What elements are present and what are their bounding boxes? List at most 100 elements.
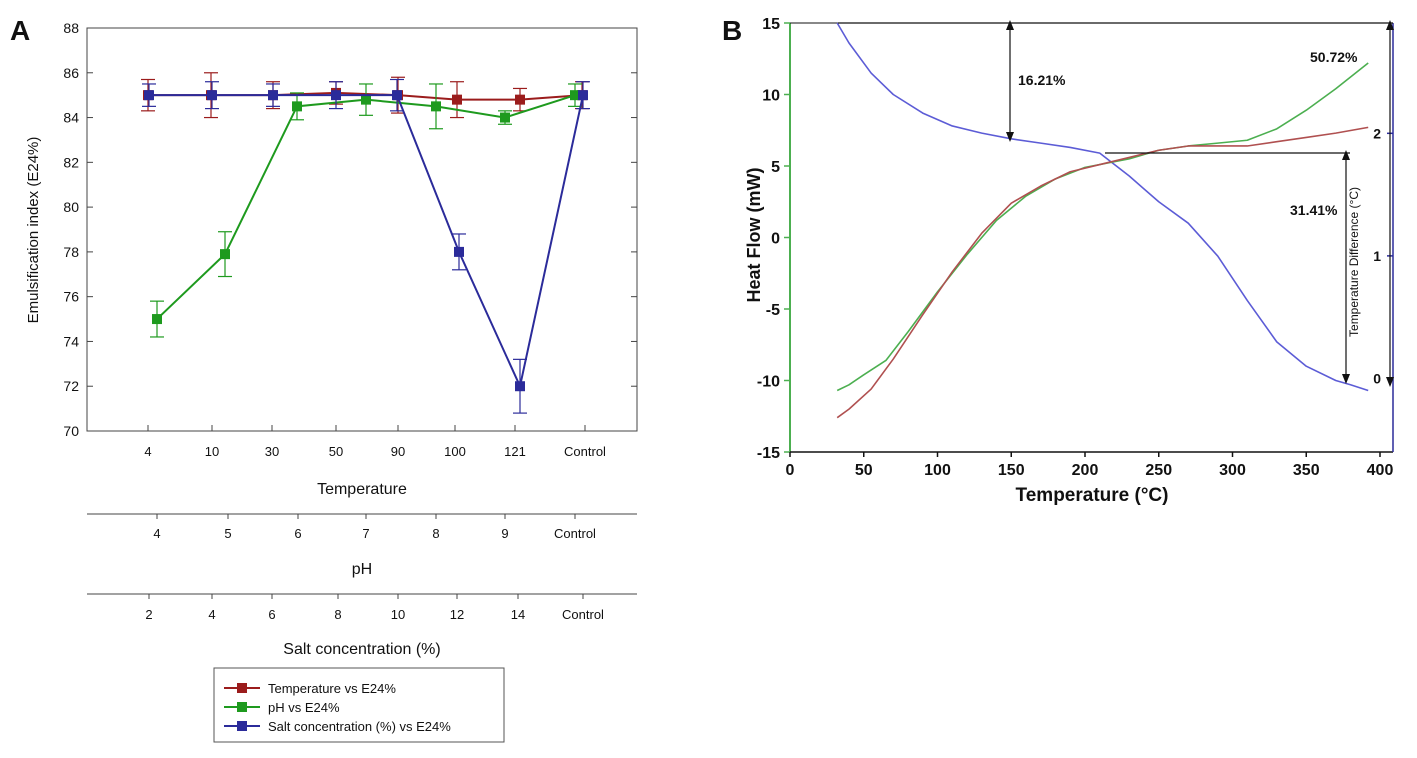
y-tick-label-a: 78	[63, 244, 79, 260]
y-tick-label-b: -15	[757, 445, 780, 462]
y-tick-label-a: 70	[63, 423, 79, 439]
legend-marker	[237, 683, 247, 693]
y-tick-label-b: 0	[771, 231, 780, 248]
x-tick-label-b: 400	[1367, 462, 1394, 479]
legend-label: Temperature vs E24%	[268, 681, 396, 696]
y-tick-label-a: 86	[63, 65, 79, 81]
x-tick-label-b: 200	[1072, 462, 1099, 479]
data-point-salt	[144, 90, 154, 101]
arrowhead	[1342, 150, 1350, 160]
y2-tick-label-b: 0	[1373, 370, 1381, 386]
annotation-arrows: 16.21% 31.41% 50.72%	[838, 20, 1394, 387]
x-tick-label-a: Control	[564, 444, 606, 459]
y2-tick-label-b: 1	[1373, 248, 1381, 264]
series-line-b_green	[836, 62, 1369, 392]
legend-marker	[237, 721, 247, 731]
x-tick-label-a: 4	[144, 444, 151, 459]
data-point-salt	[578, 90, 588, 101]
x-tick-label-a: 6	[294, 526, 301, 541]
data-point-salt	[331, 90, 341, 101]
data-point-temperature	[515, 94, 525, 105]
x-tick-label-b: 350	[1293, 462, 1320, 479]
arrowhead	[1386, 20, 1394, 30]
x-tick-label-a: Control	[562, 607, 604, 622]
y-tick-label-b: -5	[766, 302, 780, 319]
x-tick-label-a: 4	[153, 526, 160, 541]
data-point-ph	[570, 90, 580, 101]
data-point-ph	[500, 112, 510, 123]
annotation-label-16-21: 16.21%	[1018, 72, 1066, 88]
data-point-salt	[454, 246, 464, 257]
y-tick-label-a: 84	[63, 110, 79, 126]
x-axis-label-b: Temperature (°C)	[1016, 485, 1169, 506]
arrowhead	[1342, 374, 1350, 384]
y-tick-label-b: 15	[762, 16, 780, 33]
data-point-ph	[431, 101, 441, 112]
y-tick-label-a: 72	[63, 378, 79, 394]
arrowhead	[1386, 377, 1394, 387]
x-tick-label-a: 4	[208, 607, 215, 622]
data-point-salt	[268, 90, 278, 101]
x-tick-label-a: 6	[268, 607, 275, 622]
data-point-salt	[515, 381, 525, 392]
x-tick-label-a: 12	[450, 607, 464, 622]
legend-marker	[237, 702, 247, 712]
x-tick-label-a: 10	[391, 607, 405, 622]
x-tick-label-b: 0	[786, 462, 795, 479]
y-tick-label-b: 5	[771, 159, 780, 176]
x-tick-label-a: 7	[362, 526, 369, 541]
x-tick-label-a: 121	[504, 444, 526, 459]
data-point-ph	[220, 249, 230, 260]
x-tick-label-a: 30	[265, 444, 279, 459]
y-tick-label-b: -10	[757, 374, 780, 391]
arrowhead	[1006, 20, 1014, 30]
legend-label: Salt concentration (%) vs E24%	[268, 719, 451, 734]
y-tick-label-a: 82	[63, 154, 79, 170]
x-tick-label-a: Control	[554, 526, 596, 541]
arrowhead	[1006, 132, 1014, 142]
y-tick-label-b: 10	[762, 88, 780, 105]
data-point-temperature	[452, 94, 462, 105]
data-point-ph	[152, 314, 162, 325]
y-tick-label-a: 88	[63, 20, 79, 36]
x-tick-label-a: 8	[334, 607, 341, 622]
series-line-b_blue	[836, 22, 1369, 392]
series-line-ph	[156, 94, 576, 320]
legend-box	[213, 667, 505, 743]
x-tick-label-a: 5	[224, 526, 231, 541]
y-axis-label-a: Emulsification index (E24%)	[25, 137, 42, 324]
x-tick-label-b: 150	[998, 462, 1025, 479]
legend-a: Temperature vs E24% pH vs E24% Salt concen…	[213, 667, 505, 743]
legend-label: pH vs E24%	[268, 700, 340, 715]
x-axis-label-a: pH	[352, 561, 372, 578]
x-axis-label-a: Salt concentration (%)	[283, 641, 440, 658]
y-tick-label-a: 76	[63, 289, 79, 305]
x-tick-label-b: 50	[855, 462, 873, 479]
plot-frame-a	[86, 27, 638, 432]
x-tick-label-a: 100	[444, 444, 466, 459]
x-tick-label-a: 2	[145, 607, 152, 622]
data-point-salt	[207, 90, 217, 101]
x-tick-label-a: 50	[329, 444, 343, 459]
x-tick-label-a: 9	[501, 526, 508, 541]
y-tick-label-a: 74	[63, 333, 79, 349]
x-tick-label-a: 8	[432, 526, 439, 541]
series-line-salt	[149, 94, 584, 390]
y-axis-label-b: Heat Flow (mW)	[744, 168, 764, 303]
y2-tick-label-b: 2	[1373, 125, 1381, 141]
x-tick-label-a: 90	[391, 444, 405, 459]
data-point-ph	[292, 101, 302, 112]
data-point-ph	[361, 94, 371, 105]
x-tick-label-b: 100	[924, 462, 951, 479]
x-tick-label-b: 250	[1145, 462, 1172, 479]
panel-letter-a: A	[10, 15, 30, 46]
y2-axis-label-b: Temperature Difference (°C)	[1347, 187, 1361, 337]
x-axis-label-a: Temperature	[317, 481, 407, 498]
x-tick-label-a: 10	[205, 444, 219, 459]
data-point-salt	[392, 90, 402, 101]
panel-letter-b: B	[722, 15, 742, 46]
annotation-label-31-41: 31.41%	[1290, 202, 1338, 218]
